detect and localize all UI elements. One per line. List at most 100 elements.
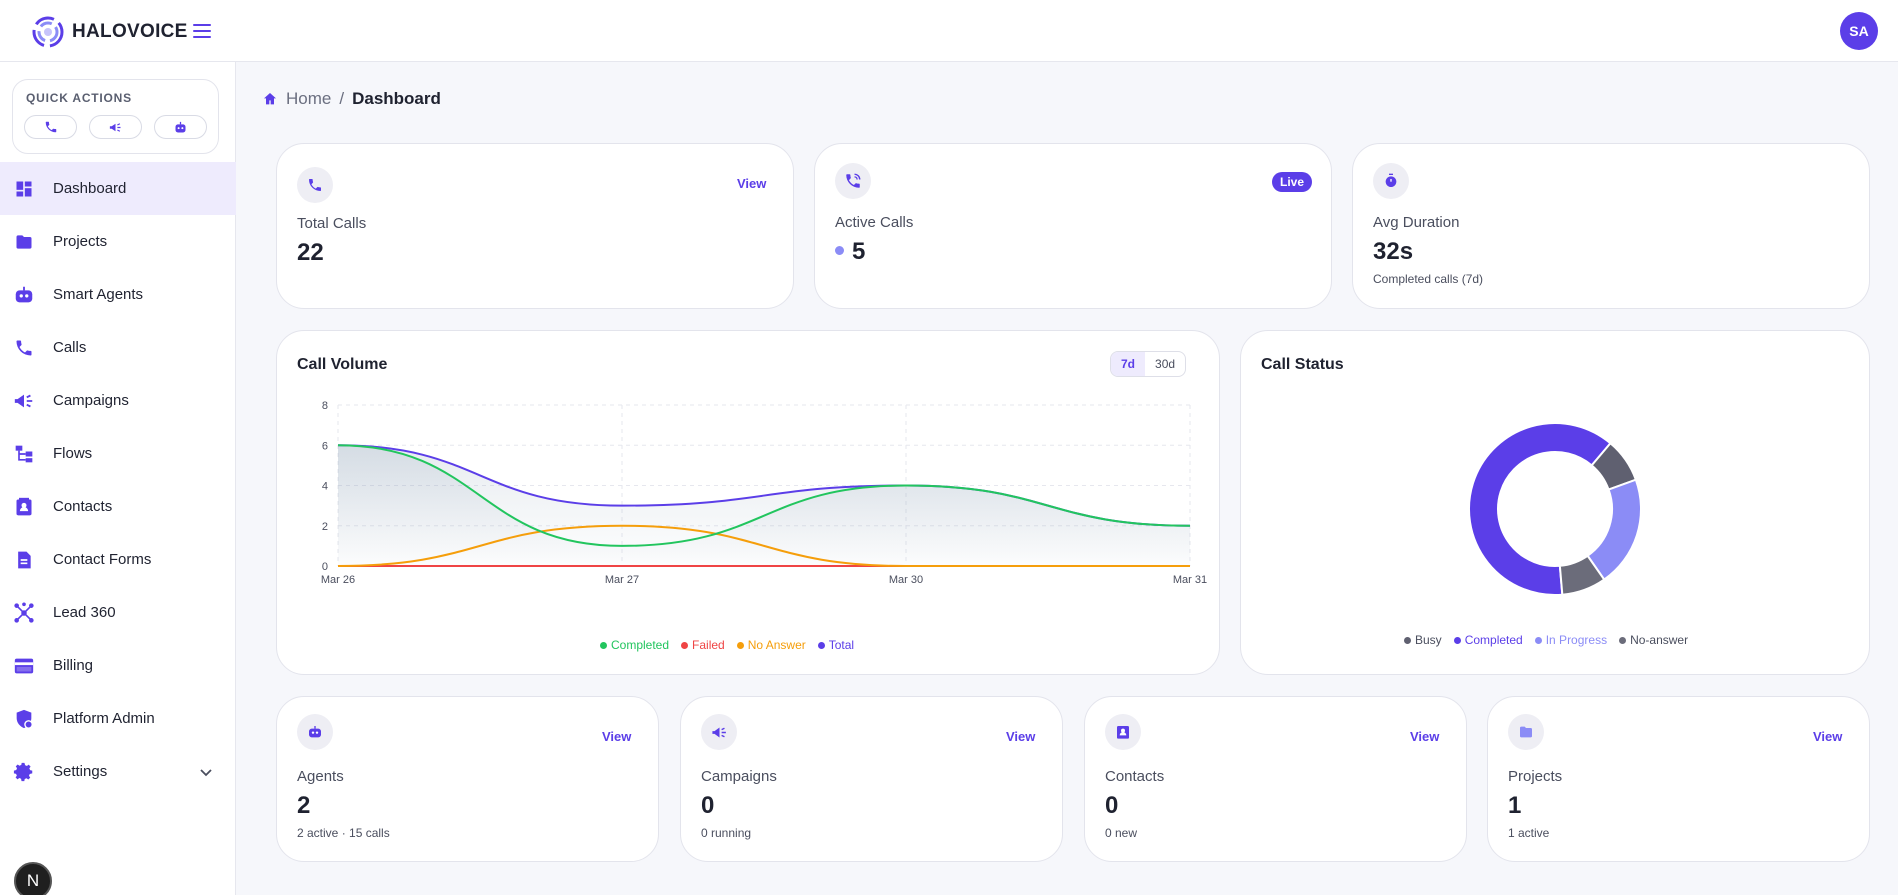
series-line-completed: [337, 444, 1191, 547]
app-logo[interactable]: HALOVOICE: [30, 14, 188, 50]
sidebar-item-flows[interactable]: Flows: [0, 427, 236, 480]
robot-icon: [309, 726, 321, 738]
quick-actions-panel: QUICK ACTIONS: [12, 79, 219, 154]
x-tick-label: Mar 31: [1173, 574, 1207, 586]
call-volume-legend: Completed Failed No Answer Total: [600, 638, 854, 652]
sidebar-item-label: Lead 360: [53, 604, 116, 621]
sidebar: QUICK ACTIONS Dashboard Projects Smart A…: [0, 62, 236, 895]
timer-icon: [1385, 173, 1397, 187]
call-status-card: Call Status: [1240, 330, 1870, 675]
x-tick-label: Mar 30: [889, 574, 923, 586]
legend-label: Total: [828, 638, 855, 652]
quick-call-button[interactable]: [24, 115, 77, 139]
series-line-no-answer: [337, 524, 1190, 567]
legend-item[interactable]: Busy: [1404, 633, 1442, 647]
user-avatar[interactable]: SA: [1840, 12, 1878, 50]
card-value: 0: [701, 792, 715, 819]
sidebar-item-projects[interactable]: Projects: [0, 215, 236, 268]
sidebar-item-billing[interactable]: Billing: [0, 639, 236, 692]
range-toggle: 7d 30d: [1110, 351, 1187, 377]
megaphone-icon: [109, 122, 121, 132]
range-30d-button[interactable]: 30d: [1155, 357, 1176, 371]
card-value: 5: [852, 238, 866, 265]
view-contacts-link[interactable]: View: [1410, 729, 1440, 744]
card-subtext: 0 running: [701, 826, 752, 840]
legend-item[interactable]: Total: [817, 638, 855, 652]
card-label: Contacts: [1105, 768, 1165, 785]
breadcrumb-home[interactable]: Home: [286, 89, 332, 108]
view-campaigns-link[interactable]: View: [1006, 729, 1036, 744]
megaphone-icon: [711, 727, 726, 737]
sidebar-item-label: Contact Forms: [53, 551, 152, 568]
folder-icon: [16, 234, 32, 249]
y-tick-label: 0: [322, 561, 328, 573]
legend-item[interactable]: Completed: [1453, 633, 1523, 647]
chevron-down-icon[interactable]: [198, 764, 214, 780]
quick-actions-title: QUICK ACTIONS: [26, 91, 132, 105]
sidebar-item-lead-360[interactable]: Lead 360: [0, 586, 236, 639]
dev-badge[interactable]: N: [14, 862, 52, 895]
legend-label: In Progress: [1545, 633, 1608, 647]
view-projects-link[interactable]: View: [1813, 729, 1843, 744]
sidebar-item-label: Flows: [53, 445, 93, 462]
y-tick-label: 4: [322, 481, 328, 493]
megaphone-icon: [14, 394, 33, 407]
y-tick-label: 8: [322, 400, 328, 412]
legend-label: Failed: [692, 638, 725, 652]
gear-icon: [13, 762, 33, 781]
sidebar-nav: Dashboard Projects Smart Agents Calls Ca…: [0, 162, 236, 798]
card-subtext: 1 active: [1508, 826, 1550, 840]
card-subtext: 0 new: [1105, 826, 1138, 840]
active-calls-card: Live Active Calls 5: [814, 143, 1332, 309]
app-name: HALOVOICE: [72, 21, 188, 42]
card-icon-wrap: [701, 714, 737, 750]
sidebar-item-dashboard[interactable]: Dashboard: [0, 162, 236, 215]
range-7d-button[interactable]: 7d: [1111, 352, 1146, 376]
quick-campaign-button[interactable]: [89, 115, 142, 139]
active-indicator-dot: [835, 246, 844, 255]
menu-icon[interactable]: [191, 20, 213, 42]
card-icon-wrap: [1105, 714, 1141, 750]
donut-slice-no-answer: [1558, 554, 1606, 596]
view-total-calls-link[interactable]: View: [737, 176, 767, 191]
legend-item[interactable]: Failed: [681, 638, 725, 652]
view-agents-link[interactable]: View: [602, 729, 632, 744]
sidebar-item-label: Smart Agents: [53, 286, 144, 303]
card-label: Projects: [1508, 768, 1563, 785]
credit-card-icon: [14, 658, 34, 673]
donut-slice-in-progress: [1586, 478, 1642, 581]
dashboard-icon: [16, 181, 32, 196]
document-icon: [18, 551, 31, 568]
folder-icon: [1520, 726, 1532, 738]
card-icon-wrap: [297, 167, 333, 203]
legend-item[interactable]: Completed: [600, 638, 669, 652]
sidebar-item-contact-forms[interactable]: Contact Forms: [0, 533, 236, 586]
sidebar-item-smart-agents[interactable]: Smart Agents: [0, 268, 236, 321]
sidebar-item-platform-admin[interactable]: Platform Admin: [0, 692, 236, 745]
quick-agent-button[interactable]: [154, 115, 207, 139]
card-value: 2: [297, 792, 311, 819]
phone-icon: [45, 121, 56, 133]
card-value: 0: [1105, 792, 1119, 819]
contacts-card: View Contacts 0 0 new: [1084, 696, 1467, 862]
agents-card: View Agents 2 2 active · 15 calls: [276, 696, 659, 862]
sidebar-item-contacts[interactable]: Contacts: [0, 480, 236, 533]
robot-icon: [175, 121, 186, 132]
halovoice-logo-icon: [32, 16, 64, 48]
legend-item[interactable]: In Progress: [1534, 633, 1608, 647]
sidebar-item-settings[interactable]: Settings: [0, 745, 236, 798]
sidebar-item-calls[interactable]: Calls: [0, 321, 236, 374]
x-tick-label: Mar 26: [321, 574, 355, 586]
legend-label: Completed: [611, 638, 670, 652]
sidebar-item-label: Projects: [53, 233, 108, 250]
legend-item[interactable]: No Answer: [736, 638, 806, 652]
legend-item[interactable]: No-answer: [1619, 633, 1688, 647]
card-icon-wrap: [1508, 714, 1544, 750]
home-icon[interactable]: [262, 91, 278, 107]
chart-title: Call Status: [1261, 356, 1344, 373]
sidebar-item-campaigns[interactable]: Campaigns: [0, 374, 236, 427]
robot-icon: [15, 286, 33, 302]
legend-dot: [736, 641, 744, 649]
sidebar-item-label: Billing: [53, 657, 94, 674]
call-volume-chart: 0 2 4 6 8 Mar 26 Mar 27 Mar 30 Mar 31: [321, 400, 1207, 586]
